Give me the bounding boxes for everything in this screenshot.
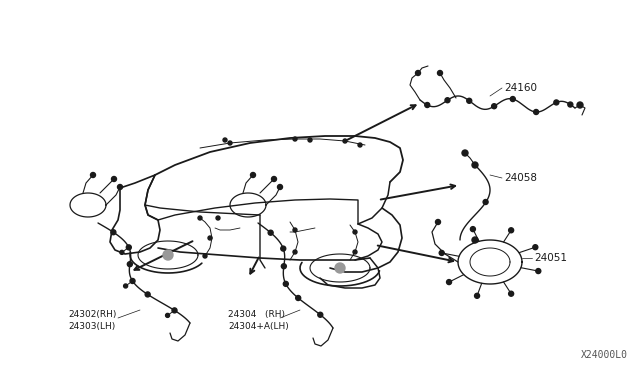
Text: 24058: 24058 [504, 173, 537, 183]
Circle shape [293, 137, 297, 141]
Circle shape [438, 71, 442, 76]
Circle shape [510, 97, 515, 102]
Circle shape [533, 245, 538, 250]
Circle shape [166, 313, 170, 317]
Circle shape [172, 308, 177, 313]
Circle shape [474, 293, 479, 298]
Circle shape [198, 216, 202, 220]
Circle shape [439, 250, 444, 256]
Circle shape [447, 280, 452, 285]
Text: 24304   (RH): 24304 (RH) [228, 310, 285, 319]
Circle shape [111, 176, 116, 182]
Circle shape [335, 263, 345, 273]
Circle shape [284, 281, 288, 286]
Circle shape [308, 138, 312, 142]
Circle shape [568, 102, 573, 107]
Circle shape [268, 230, 273, 235]
Circle shape [163, 250, 173, 260]
Circle shape [353, 230, 357, 234]
Circle shape [358, 143, 362, 147]
Circle shape [353, 250, 357, 254]
Circle shape [536, 269, 541, 273]
Circle shape [415, 71, 420, 76]
Circle shape [509, 291, 514, 296]
Circle shape [470, 227, 476, 232]
Circle shape [425, 103, 429, 108]
Circle shape [216, 216, 220, 220]
Circle shape [472, 162, 478, 168]
Circle shape [223, 138, 227, 142]
Circle shape [282, 264, 286, 269]
Circle shape [278, 185, 282, 189]
Circle shape [145, 292, 150, 297]
Circle shape [492, 104, 497, 109]
Text: X24000L0: X24000L0 [581, 350, 628, 360]
Text: 24160: 24160 [504, 83, 537, 93]
Text: 24302(RH): 24302(RH) [68, 310, 116, 319]
Text: 24303(LH): 24303(LH) [68, 322, 115, 331]
Circle shape [534, 109, 539, 115]
Circle shape [130, 279, 135, 283]
Circle shape [577, 102, 583, 108]
Circle shape [467, 98, 472, 103]
Circle shape [111, 230, 116, 235]
Circle shape [228, 141, 232, 145]
Circle shape [483, 199, 488, 205]
Circle shape [271, 176, 276, 182]
Circle shape [509, 228, 514, 233]
Circle shape [435, 219, 440, 224]
Text: 24304+A(LH): 24304+A(LH) [228, 322, 289, 331]
Circle shape [124, 284, 127, 288]
Circle shape [343, 139, 347, 143]
Circle shape [462, 150, 468, 156]
Circle shape [208, 236, 212, 240]
Circle shape [293, 228, 297, 232]
Circle shape [296, 295, 301, 301]
Circle shape [127, 262, 132, 267]
Text: 24051: 24051 [534, 253, 567, 263]
Circle shape [445, 98, 450, 103]
Circle shape [554, 100, 559, 105]
Circle shape [281, 246, 285, 251]
Circle shape [250, 173, 255, 177]
Circle shape [293, 250, 297, 254]
Circle shape [472, 237, 478, 243]
Circle shape [118, 185, 122, 189]
Circle shape [203, 254, 207, 258]
Circle shape [120, 250, 124, 254]
Circle shape [126, 245, 131, 250]
Circle shape [318, 312, 323, 317]
Circle shape [90, 173, 95, 177]
